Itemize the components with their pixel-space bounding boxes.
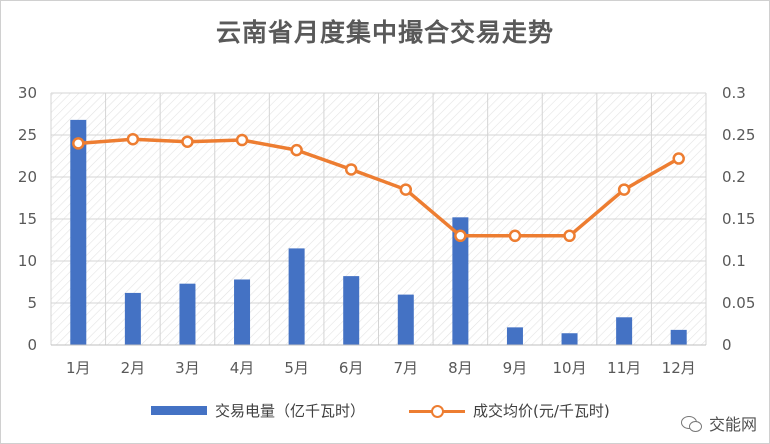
price-marker: [454, 229, 467, 243]
price-marker: [235, 133, 249, 147]
price-marker: [399, 183, 413, 196]
x-tick-label: 9月: [503, 359, 528, 377]
price-marker: [563, 229, 576, 243]
bar: [124, 292, 141, 345]
y-right-tick-label: 0.2: [722, 168, 746, 186]
y-right-tick-label: 0.3: [722, 84, 746, 102]
x-tick-label: 6月: [339, 359, 364, 377]
y-left-tick-label: 20: [18, 168, 37, 186]
y-right-tick-label: 0: [722, 336, 732, 354]
bar: [343, 276, 360, 345]
price-line: [78, 137, 680, 238]
price-marker: [508, 229, 522, 243]
price-marker: [181, 135, 194, 148]
legend-item-volume: 交易电量（亿千瓦时）: [151, 400, 365, 421]
price-marker: [617, 183, 631, 196]
x-tick-label: 8月: [448, 359, 473, 377]
bar: [288, 248, 305, 345]
y-left-tick-label: 0: [27, 336, 37, 354]
legend-label-price: 成交均价(元/千瓦时): [473, 402, 610, 420]
x-tick-label: 10月: [552, 359, 586, 377]
chart-title: 云南省月度集中撮合交易走势: [215, 18, 554, 47]
bar: [397, 294, 414, 345]
bar: [616, 317, 633, 345]
legend-bar-swatch: [151, 406, 207, 415]
y-right-tick-label: 0.05: [722, 294, 755, 312]
x-tick-label: 12月: [662, 359, 696, 377]
bar: [452, 217, 469, 345]
legend-line-swatch: [409, 404, 465, 418]
legend-label-volume: 交易电量（亿千瓦时）: [215, 402, 366, 420]
x-tick-label: 5月: [284, 359, 309, 377]
x-tick-label: 1月: [66, 359, 91, 377]
price-marker: [126, 132, 140, 146]
x-tick-label: 2月: [121, 359, 146, 377]
legend: 交易电量（亿千瓦时） 成交均价(元/千瓦时): [1, 400, 769, 426]
y-left-tick-label: 15: [18, 210, 37, 228]
y-left-tick-label: 25: [18, 126, 37, 144]
bar: [561, 333, 578, 345]
x-tick-label: 3月: [175, 359, 200, 377]
wechat-icon: [680, 414, 703, 432]
legend-item-price: 成交均价(元/千瓦时): [409, 400, 610, 421]
x-tick-label: 4月: [230, 359, 255, 377]
y-right-tick-label: 0.15: [722, 210, 755, 228]
x-tick-label: 7月: [394, 359, 419, 377]
y-right-tick-label: 0.25: [722, 126, 755, 144]
price-marker: [290, 143, 303, 157]
bar: [70, 119, 87, 345]
price-marker: [344, 163, 358, 176]
bar: [179, 283, 196, 345]
y-left-tick-label: 5: [27, 294, 37, 312]
y-left-tick-label: 30: [18, 84, 37, 102]
y-right-tick-label: 0.1: [722, 252, 746, 270]
price-marker: [672, 152, 685, 165]
y-left-tick-label: 10: [18, 252, 37, 270]
bar: [506, 327, 523, 345]
x-tick-label: 11月: [607, 359, 641, 377]
price-marker: [72, 137, 85, 150]
bar: [234, 279, 251, 345]
watermark-text: 交能网: [708, 415, 757, 434]
bar: [670, 329, 687, 345]
watermark: 交能网: [680, 411, 757, 435]
